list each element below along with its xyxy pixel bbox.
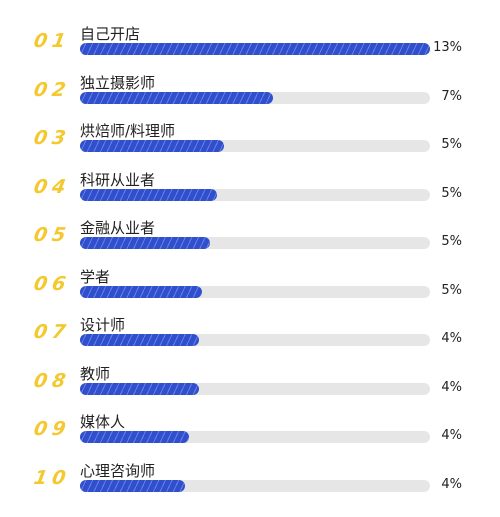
chart-row: 03 烘焙师/料理师 5%: [0, 119, 500, 167]
rank-number: 03: [32, 127, 73, 149]
bar: [80, 431, 189, 443]
bar: [80, 479, 185, 492]
bar: [80, 285, 202, 298]
bar-track: [80, 91, 430, 104]
category-label: 媒体人: [80, 413, 126, 431]
rank-number: 10: [32, 466, 73, 489]
value-label: 7%: [441, 88, 462, 104]
chart-row: 04 科研从业者 5%: [0, 168, 500, 216]
value-label: 4%: [441, 476, 462, 492]
category-label: 金融从业者: [80, 219, 156, 237]
chart-row: 06 学者 5%: [0, 265, 500, 313]
value-label: 5%: [441, 282, 462, 298]
rank-number: 06: [32, 272, 73, 295]
value-label: 4%: [441, 331, 462, 346]
chart-row: 02 独立摄影师 7%: [0, 71, 500, 119]
value-label: 5%: [441, 137, 462, 152]
value-label: 13%: [433, 40, 462, 55]
category-label: 烘焙师/料理师: [80, 122, 176, 140]
bar-track: [80, 285, 430, 298]
rank-number: 04: [32, 175, 73, 198]
bar-track: [80, 188, 430, 201]
bar-track: [80, 479, 430, 492]
chart-row: 10 心理咨询师 4%: [0, 459, 500, 507]
bar: [80, 140, 224, 152]
value-label: 5%: [441, 185, 462, 201]
bar-track: [80, 237, 430, 249]
category-label: 独立摄影师: [80, 73, 156, 92]
category-label: 心理咨询师: [80, 461, 156, 480]
rank-number: 05: [32, 224, 73, 246]
bar: [80, 43, 430, 55]
rank-number: 08: [32, 369, 73, 392]
chart-row: 05 金融从业者 5%: [0, 216, 500, 264]
value-label: 4%: [441, 428, 462, 443]
rank-number: 07: [32, 321, 73, 343]
bar: [80, 382, 199, 395]
category-label: 教师: [80, 364, 111, 383]
bar-track: [80, 334, 430, 346]
rank-number: 02: [32, 78, 73, 101]
chart-row: 08 教师 4%: [0, 362, 500, 410]
chart-row: 09 媒体人 4%: [0, 410, 500, 458]
bar: [80, 237, 210, 249]
bar: [80, 91, 273, 104]
value-label: 5%: [441, 234, 462, 249]
bar: [80, 334, 199, 346]
rank-number: 01: [32, 30, 73, 52]
bar: [80, 188, 217, 201]
bar-track: [80, 43, 430, 55]
category-label: 学者: [80, 267, 111, 286]
value-label: 4%: [441, 379, 462, 395]
bar-track: [80, 382, 430, 395]
rank-number: 09: [32, 418, 73, 440]
chart-row: 01 自己开店 13%: [0, 22, 500, 70]
category-label: 设计师: [80, 316, 126, 334]
bar-track: [80, 140, 430, 152]
bar-track: [80, 431, 430, 443]
category-label: 自己开店: [80, 25, 141, 43]
chart-row: 07 设计师 4%: [0, 313, 500, 361]
category-label: 科研从业者: [80, 170, 156, 189]
